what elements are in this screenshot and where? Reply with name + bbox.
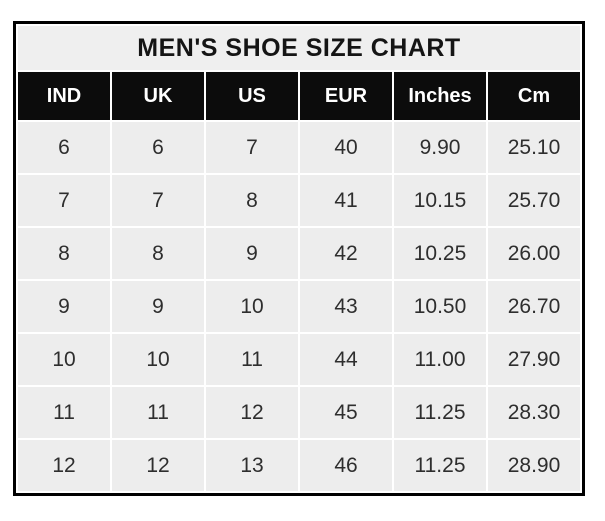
cell-cm-row3: 26.00 [488, 228, 580, 279]
column-header-eur: EUR [300, 72, 392, 120]
table-row: 7 7 8 41 10.15 25.70 [18, 175, 580, 226]
column-header-uk: UK [112, 72, 204, 120]
cell-eur-row7: 46 [300, 440, 392, 491]
cell-inches-row2: 10.15 [394, 175, 486, 226]
cell-cm-row5: 27.90 [488, 334, 580, 385]
cell-us-row7: 13 [206, 440, 298, 491]
table-row: 8 8 9 42 10.25 26.00 [18, 228, 580, 279]
cell-cm-row4: 26.70 [488, 281, 580, 332]
cell-cm-row7: 28.90 [488, 440, 580, 491]
cell-cm-row1: 25.10 [488, 122, 580, 173]
cell-inches-row6: 11.25 [394, 387, 486, 438]
cell-eur-row4: 43 [300, 281, 392, 332]
cell-eur-row5: 44 [300, 334, 392, 385]
column-header-cm: Cm [488, 72, 580, 120]
cell-inches-row7: 11.25 [394, 440, 486, 491]
cell-ind-row4: 9 [18, 281, 110, 332]
cell-ind-row7: 12 [18, 440, 110, 491]
cell-ind-row5: 10 [18, 334, 110, 385]
cell-eur-row6: 45 [300, 387, 392, 438]
table-row: 9 9 10 43 10.50 26.70 [18, 281, 580, 332]
cell-us-row2: 8 [206, 175, 298, 226]
cell-inches-row4: 10.50 [394, 281, 486, 332]
table-row: 12 12 13 46 11.25 28.90 [18, 440, 580, 491]
cell-inches-row3: 10.25 [394, 228, 486, 279]
cell-inches-row5: 11.00 [394, 334, 486, 385]
cell-uk-row4: 9 [112, 281, 204, 332]
cell-inches-row1: 9.90 [394, 122, 486, 173]
cell-uk-row6: 11 [112, 387, 204, 438]
cell-uk-row7: 12 [112, 440, 204, 491]
cell-ind-row6: 11 [18, 387, 110, 438]
cell-uk-row2: 7 [112, 175, 204, 226]
table-row: 10 10 11 44 11.00 27.90 [18, 334, 580, 385]
cell-us-row3: 9 [206, 228, 298, 279]
cell-eur-row1: 40 [300, 122, 392, 173]
table-row: 6 6 7 40 9.90 25.10 [18, 122, 580, 173]
cell-uk-row5: 10 [112, 334, 204, 385]
table-head: MEN'S SHOE SIZE CHART IND UK US EUR Inches Cm [18, 26, 580, 120]
column-header-ind: IND [18, 72, 110, 120]
cell-cm-row6: 28.30 [488, 387, 580, 438]
cell-uk-row3: 8 [112, 228, 204, 279]
table-body: 6 6 7 40 9.90 25.10 7 7 8 41 10.15 25.70 8 8 9 42 10.25 2… [18, 122, 580, 491]
cell-us-row1: 7 [206, 122, 298, 173]
title-row: MEN'S SHOE SIZE CHART [18, 26, 580, 70]
cell-eur-row3: 42 [300, 228, 392, 279]
page-title: MEN'S SHOE SIZE CHART [18, 26, 580, 70]
column-header-inches: Inches [394, 72, 486, 120]
cell-ind-row3: 8 [18, 228, 110, 279]
table-row: 11 11 12 45 11.25 28.30 [18, 387, 580, 438]
cell-ind-row1: 6 [18, 122, 110, 173]
cell-us-row5: 11 [206, 334, 298, 385]
shoe-size-chart-table: MEN'S SHOE SIZE CHART IND UK US EUR Inches Cm… [13, 21, 585, 496]
cell-us-row6: 12 [206, 387, 298, 438]
cell-cm-row2: 25.70 [488, 175, 580, 226]
cell-us-row4: 10 [206, 281, 298, 332]
cell-uk-row1: 6 [112, 122, 204, 173]
column-header-us: US [206, 72, 298, 120]
cell-eur-row2: 41 [300, 175, 392, 226]
table-header-row: IND UK US EUR Inches Cm [18, 72, 580, 120]
cell-ind-row2: 7 [18, 175, 110, 226]
